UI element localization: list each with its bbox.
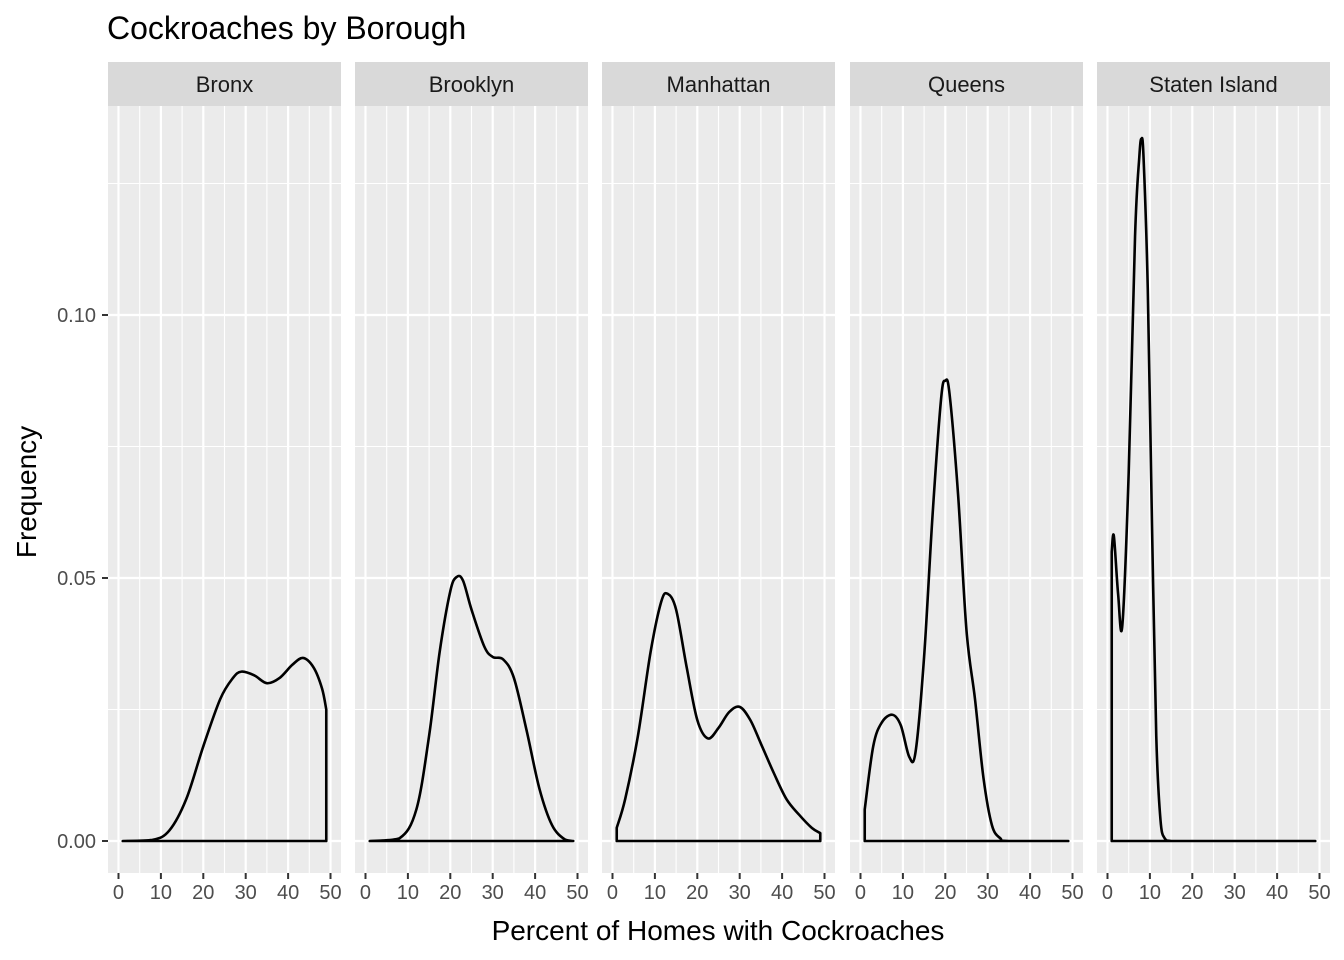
x-axis-title: Percent of Homes with Cockroaches <box>492 915 945 946</box>
density-curve <box>368 574 575 843</box>
y-tick-label: 0.10 <box>57 305 96 327</box>
facet-panel: Staten Island 0 10 20 30 40 50 <box>1097 62 1331 904</box>
facet-strip-label: Staten Island <box>1149 72 1277 97</box>
x-tick-label: 50 <box>566 882 588 904</box>
facet-strip <box>602 62 835 106</box>
x-tick-label: 30 <box>729 882 751 904</box>
x-tick-label: 20 <box>934 882 956 904</box>
facet-strip-label: Brooklyn <box>429 72 515 97</box>
x-tick-label: 40 <box>771 882 793 904</box>
x-tick-label: 30 <box>482 882 504 904</box>
x-tick-label: 40 <box>524 882 546 904</box>
x-tick-label: 30 <box>1224 882 1246 904</box>
x-tick-label: 0 <box>113 882 124 904</box>
x-tick-label: 20 <box>1181 882 1203 904</box>
x-tick-label: 20 <box>192 882 214 904</box>
y-tick-label: 0.00 <box>57 831 96 853</box>
facet-panel: Queens 0 10 20 30 40 50 <box>850 62 1084 904</box>
facet-strip-label: Manhattan <box>667 72 771 97</box>
x-tick-label: 20 <box>439 882 461 904</box>
y-tick-label: 0.05 <box>57 568 96 590</box>
chart-title: Cockroaches by Borough <box>107 10 466 46</box>
density-curve <box>121 656 328 843</box>
x-tick-label: 40 <box>277 882 299 904</box>
x-tick-label: 10 <box>397 882 419 904</box>
x-tick-label: 10 <box>892 882 914 904</box>
x-tick-label: 10 <box>150 882 172 904</box>
facet-panel: Bronx 0 10 20 30 40 50 <box>108 62 342 904</box>
x-tick-label: 30 <box>977 882 999 904</box>
x-tick-label: 50 <box>1061 882 1083 904</box>
density-curve <box>615 591 822 843</box>
x-tick-label: 50 <box>319 882 341 904</box>
x-tick-label: 0 <box>1102 882 1113 904</box>
y-axis: 0.00 0.05 0.10 <box>57 305 108 853</box>
x-tick-label: 50 <box>1308 882 1330 904</box>
facet-strip <box>355 62 588 106</box>
x-tick-label: 40 <box>1019 882 1041 904</box>
x-tick-label: 20 <box>686 882 708 904</box>
facet-strip <box>1097 62 1330 106</box>
facet-strip <box>850 62 1083 106</box>
facet-strip-label: Queens <box>928 72 1005 97</box>
x-tick-label: 40 <box>1266 882 1288 904</box>
facet-panel: Manhattan 0 10 20 30 40 50 <box>602 62 836 904</box>
x-tick-label: 30 <box>235 882 257 904</box>
x-tick-label: 10 <box>644 882 666 904</box>
x-tick-label: 50 <box>813 882 835 904</box>
y-axis-title: Frequency <box>11 426 42 558</box>
x-tick-label: 0 <box>855 882 866 904</box>
x-tick-label: 0 <box>607 882 618 904</box>
facet-strip <box>108 62 341 106</box>
x-tick-label: 0 <box>360 882 371 904</box>
x-tick-label: 10 <box>1139 882 1161 904</box>
facet-panel: Brooklyn 0 10 20 30 40 50 <box>355 62 589 904</box>
density-curve <box>863 378 1070 843</box>
density-curve <box>1110 136 1317 843</box>
facet-strip-label: Bronx <box>196 72 253 97</box>
